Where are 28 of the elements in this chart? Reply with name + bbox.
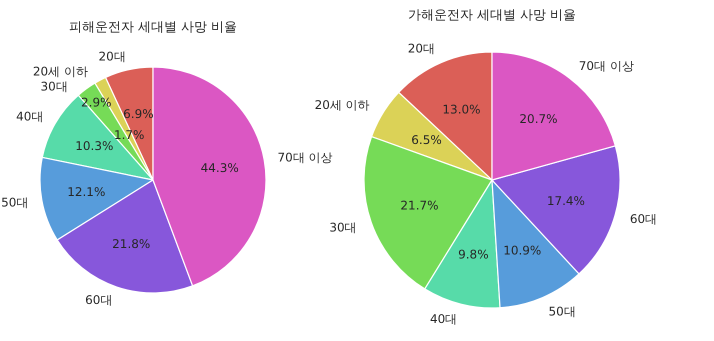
data-label: 20.7%: [519, 112, 558, 126]
slice-label: 60대: [85, 292, 112, 307]
slice-label: 60대: [630, 212, 658, 226]
data-label: 10.3%: [75, 139, 114, 154]
slice-label: 70대 이상: [578, 58, 634, 73]
slice-label: 20세 이하: [32, 64, 88, 78]
slice-label: 20대: [98, 49, 126, 64]
data-label: 21.8%: [112, 237, 150, 252]
slice-label: 40대: [430, 312, 458, 326]
slice-label: 20세 이하: [314, 98, 370, 112]
data-label: 44.3%: [200, 160, 239, 175]
slice-label: 30대: [40, 79, 68, 94]
slice-label: 70대 이상: [278, 150, 333, 164]
data-label: 13.0%: [442, 102, 481, 117]
data-label: 17.4%: [546, 194, 585, 208]
data-label: 9.8%: [458, 248, 489, 262]
chart-title: 피해운전자 세대별 사망 비율: [68, 20, 238, 35]
slice-label: 50대: [1, 196, 28, 210]
slice-label: 40대: [16, 110, 44, 124]
data-label: 21.7%: [400, 198, 439, 212]
chart-title: 가해운전자 세대별 사망 비율: [408, 8, 576, 23]
data-label: 10.9%: [503, 244, 542, 258]
data-label: 1.7%: [114, 128, 144, 142]
slice-label: 20대: [408, 41, 436, 56]
slice-label: 50대: [548, 304, 576, 319]
slice-label: 30대: [329, 220, 357, 234]
data-label: 12.1%: [67, 185, 106, 200]
data-label: 6.5%: [411, 132, 442, 147]
